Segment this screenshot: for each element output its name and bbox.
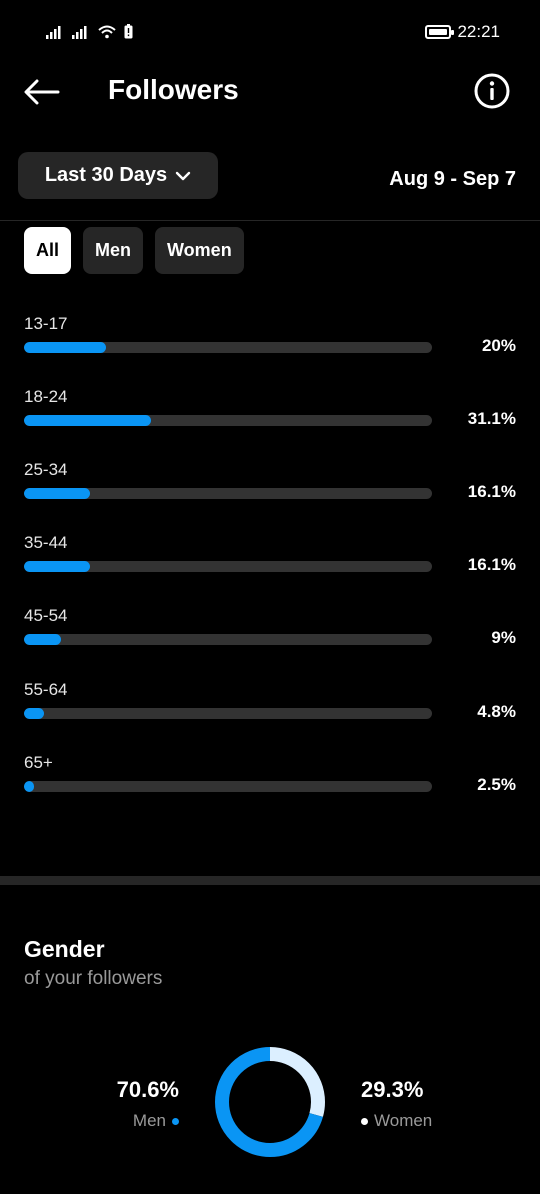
- age-bar-track: [24, 488, 432, 500]
- men-percentage: 70.6%: [116, 1077, 179, 1102]
- age-percentage: 16.1%: [467, 555, 516, 575]
- women-stat: 29.3% Women: [361, 1077, 432, 1131]
- arrow-left-icon: [24, 79, 60, 105]
- age-bar-fill: [24, 780, 35, 792]
- women-legend-dot: [361, 1117, 368, 1125]
- men-legend: Men: [117, 1111, 179, 1131]
- age-percentage: 31.1%: [467, 409, 516, 429]
- date-range-dropdown[interactable]: Last 30 Days: [18, 152, 218, 199]
- age-percentage: 9%: [491, 628, 516, 648]
- gender-donut-chart: [214, 1046, 326, 1158]
- date-range-text: Aug 9 - Sep 7: [389, 168, 516, 190]
- divider: [0, 220, 540, 221]
- age-percentage: 20%: [481, 336, 516, 355]
- wifi-icon: [98, 25, 116, 38]
- age-bar-track: [24, 707, 432, 719]
- clock: 22:21: [457, 22, 500, 41]
- section-divider: [0, 876, 540, 885]
- men-legend-dot: [172, 1117, 179, 1125]
- men-label: Men: [132, 1111, 166, 1130]
- age-range-label: 65+: [24, 752, 53, 772]
- chevron-down-icon: [175, 171, 191, 180]
- gender-filter-chips: All Men Women: [24, 227, 244, 274]
- donut-svg: [215, 1047, 325, 1157]
- gender-subtitle: of your followers: [24, 968, 163, 989]
- chip-all[interactable]: All: [24, 227, 72, 274]
- age-bar-fill: [24, 342, 106, 353]
- battery-icon: [425, 25, 455, 39]
- age-range-label: 25-34: [24, 460, 68, 480]
- chip-men[interactable]: Men: [83, 227, 144, 274]
- age-bar-fill: [24, 415, 151, 427]
- page-title: Followers: [108, 74, 239, 105]
- age-bar-fill: [24, 488, 90, 500]
- battery-alert-icon: [124, 24, 133, 39]
- men-stat: 70.6% Men: [117, 1077, 179, 1131]
- age-range-label: 13-17: [24, 314, 68, 333]
- signal-icon: [72, 25, 87, 39]
- women-legend: Women: [361, 1111, 432, 1131]
- age-bar-track: [24, 634, 432, 646]
- age-row: 45-54 9%: [24, 606, 516, 666]
- age-range-label: 35-44: [24, 533, 68, 553]
- age-percentage: 4.8%: [477, 701, 516, 721]
- age-bar-track: [24, 561, 432, 573]
- age-bar-track: [24, 415, 432, 427]
- age-row: 25-34 16.1%: [24, 460, 516, 520]
- age-bar-fill: [24, 634, 61, 646]
- age-bar-fill: [24, 561, 90, 573]
- age-row: 55-64 4.8%: [24, 680, 516, 740]
- donut-slice-men: [215, 1047, 325, 1157]
- status-indicators: [46, 24, 133, 39]
- age-row: 18-24 31.1%: [24, 387, 516, 447]
- info-button[interactable]: [474, 73, 510, 109]
- age-row: 65+ 2.5%: [24, 753, 516, 813]
- age-percentage: 16.1%: [467, 482, 516, 502]
- age-range-label: 55-64: [24, 679, 68, 699]
- signal-icon: [46, 25, 61, 39]
- women-label: Women: [374, 1111, 433, 1130]
- gender-title: Gender: [24, 936, 105, 962]
- age-bar-fill: [24, 707, 44, 719]
- women-percentage: 29.3%: [361, 1077, 424, 1102]
- age-row: 35-44 16.1%: [24, 533, 516, 593]
- chip-women[interactable]: Women: [155, 227, 244, 274]
- age-bar-track: [24, 780, 432, 792]
- back-button[interactable]: [22, 72, 62, 112]
- age-row: 13-17 20%: [24, 314, 516, 374]
- info-icon: [474, 73, 510, 109]
- age-bar-track: [24, 342, 432, 353]
- date-range-label: Last 30 Days: [44, 164, 168, 186]
- status-right: 22:21: [425, 22, 500, 42]
- age-range-label: 45-54: [24, 606, 68, 626]
- age-percentage: 2.5%: [477, 774, 516, 794]
- age-range-label: 18-24: [24, 387, 68, 407]
